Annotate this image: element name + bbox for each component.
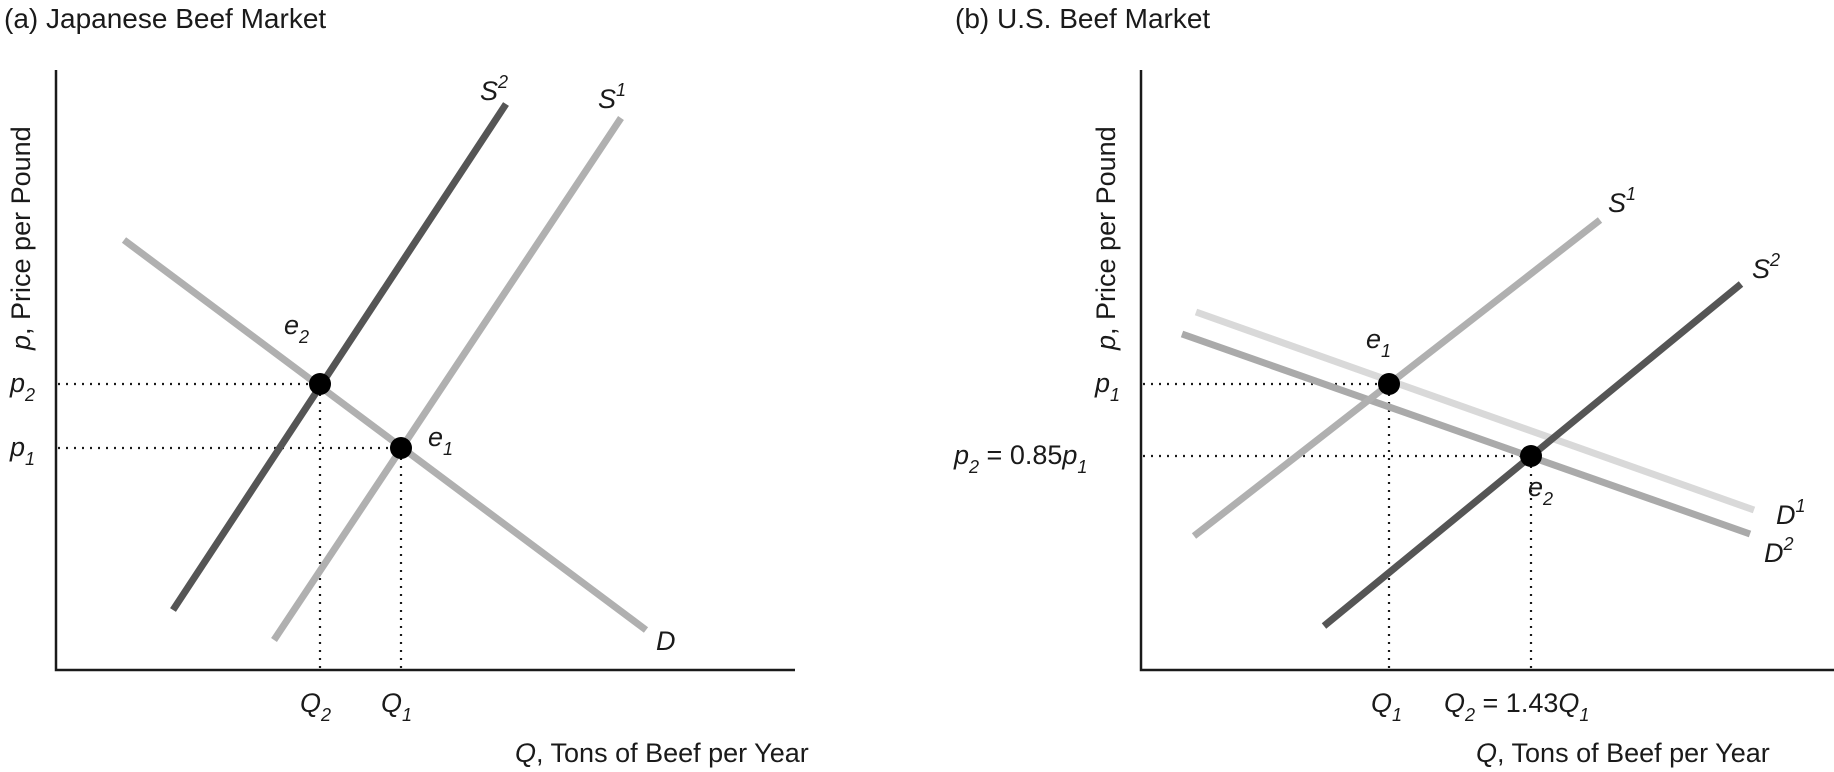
panel-a-equilibrium-e2 bbox=[309, 373, 331, 395]
panel-b-equilibrium-e1 bbox=[1378, 373, 1400, 395]
panel-a-s1-label: S1 bbox=[598, 80, 626, 114]
panel-b-d1-label: D1 bbox=[1776, 496, 1806, 530]
panel-b-y-axis-label: p, Price per Pound bbox=[1091, 126, 1121, 351]
panel-a-x-axis-label: Q, Tons of Beef per Year bbox=[515, 738, 809, 768]
panel-a-title: (a) Japanese Beef Market bbox=[4, 3, 326, 34]
panel-a-e2-label: e2 bbox=[284, 310, 309, 347]
panel-a-q1-label: Q1 bbox=[381, 688, 412, 725]
panel-a-axes bbox=[54, 70, 795, 672]
panel-b-axes bbox=[1139, 70, 1834, 672]
panel-a-demand-curve bbox=[121, 237, 649, 633]
panel-a-d-label: D bbox=[656, 626, 676, 656]
panel-a-p2-label: p2 bbox=[9, 368, 35, 405]
panel-a-supply-curve-s1 bbox=[271, 116, 624, 642]
panel-b-title: (b) U.S. Beef Market bbox=[955, 3, 1210, 34]
panel-b-p2-label: p2 = 0.85p1 bbox=[953, 440, 1087, 477]
panel-b-d2-label: D2 bbox=[1764, 534, 1794, 568]
panel-a-supply-curve-s2 bbox=[170, 102, 509, 612]
panel-b-x-axis-label: Q, Tons of Beef per Year bbox=[1476, 738, 1770, 768]
panel-a-q2-label: Q2 bbox=[300, 688, 331, 725]
panel-b-e1-label: e1 bbox=[1366, 324, 1391, 361]
panel-a-p1-label: p1 bbox=[9, 432, 35, 469]
panel-a-e1-label: e1 bbox=[428, 422, 453, 459]
panel-b-s2-label: S2 bbox=[1752, 250, 1780, 284]
panel-b-equilibrium-e2 bbox=[1520, 445, 1542, 467]
panel-b-e2-label: e2 bbox=[1528, 472, 1553, 509]
panel-b-demand-curve-d2 bbox=[1180, 330, 1752, 538]
panel-b-q2-label: Q2 = 1.43Q1 bbox=[1444, 688, 1589, 725]
panel-b-demand-curve-d1 bbox=[1194, 308, 1756, 514]
panel-b-p1-label: p1 bbox=[1094, 368, 1120, 405]
panel-a-equilibrium-e1 bbox=[390, 437, 412, 459]
panel-us-beef-market: (b) U.S. Beef Market p, Price per Pound … bbox=[953, 3, 1834, 768]
panel-b-s1-label: S1 bbox=[1608, 184, 1636, 218]
panel-b-q1-label: Q1 bbox=[1371, 688, 1402, 725]
panel-a-y-axis-label: p, Price per Pound bbox=[6, 126, 36, 351]
panel-japanese-beef-market: (a) Japanese Beef Market p, Price per Po… bbox=[4, 3, 809, 768]
panel-a-s2-label: S2 bbox=[480, 72, 508, 106]
